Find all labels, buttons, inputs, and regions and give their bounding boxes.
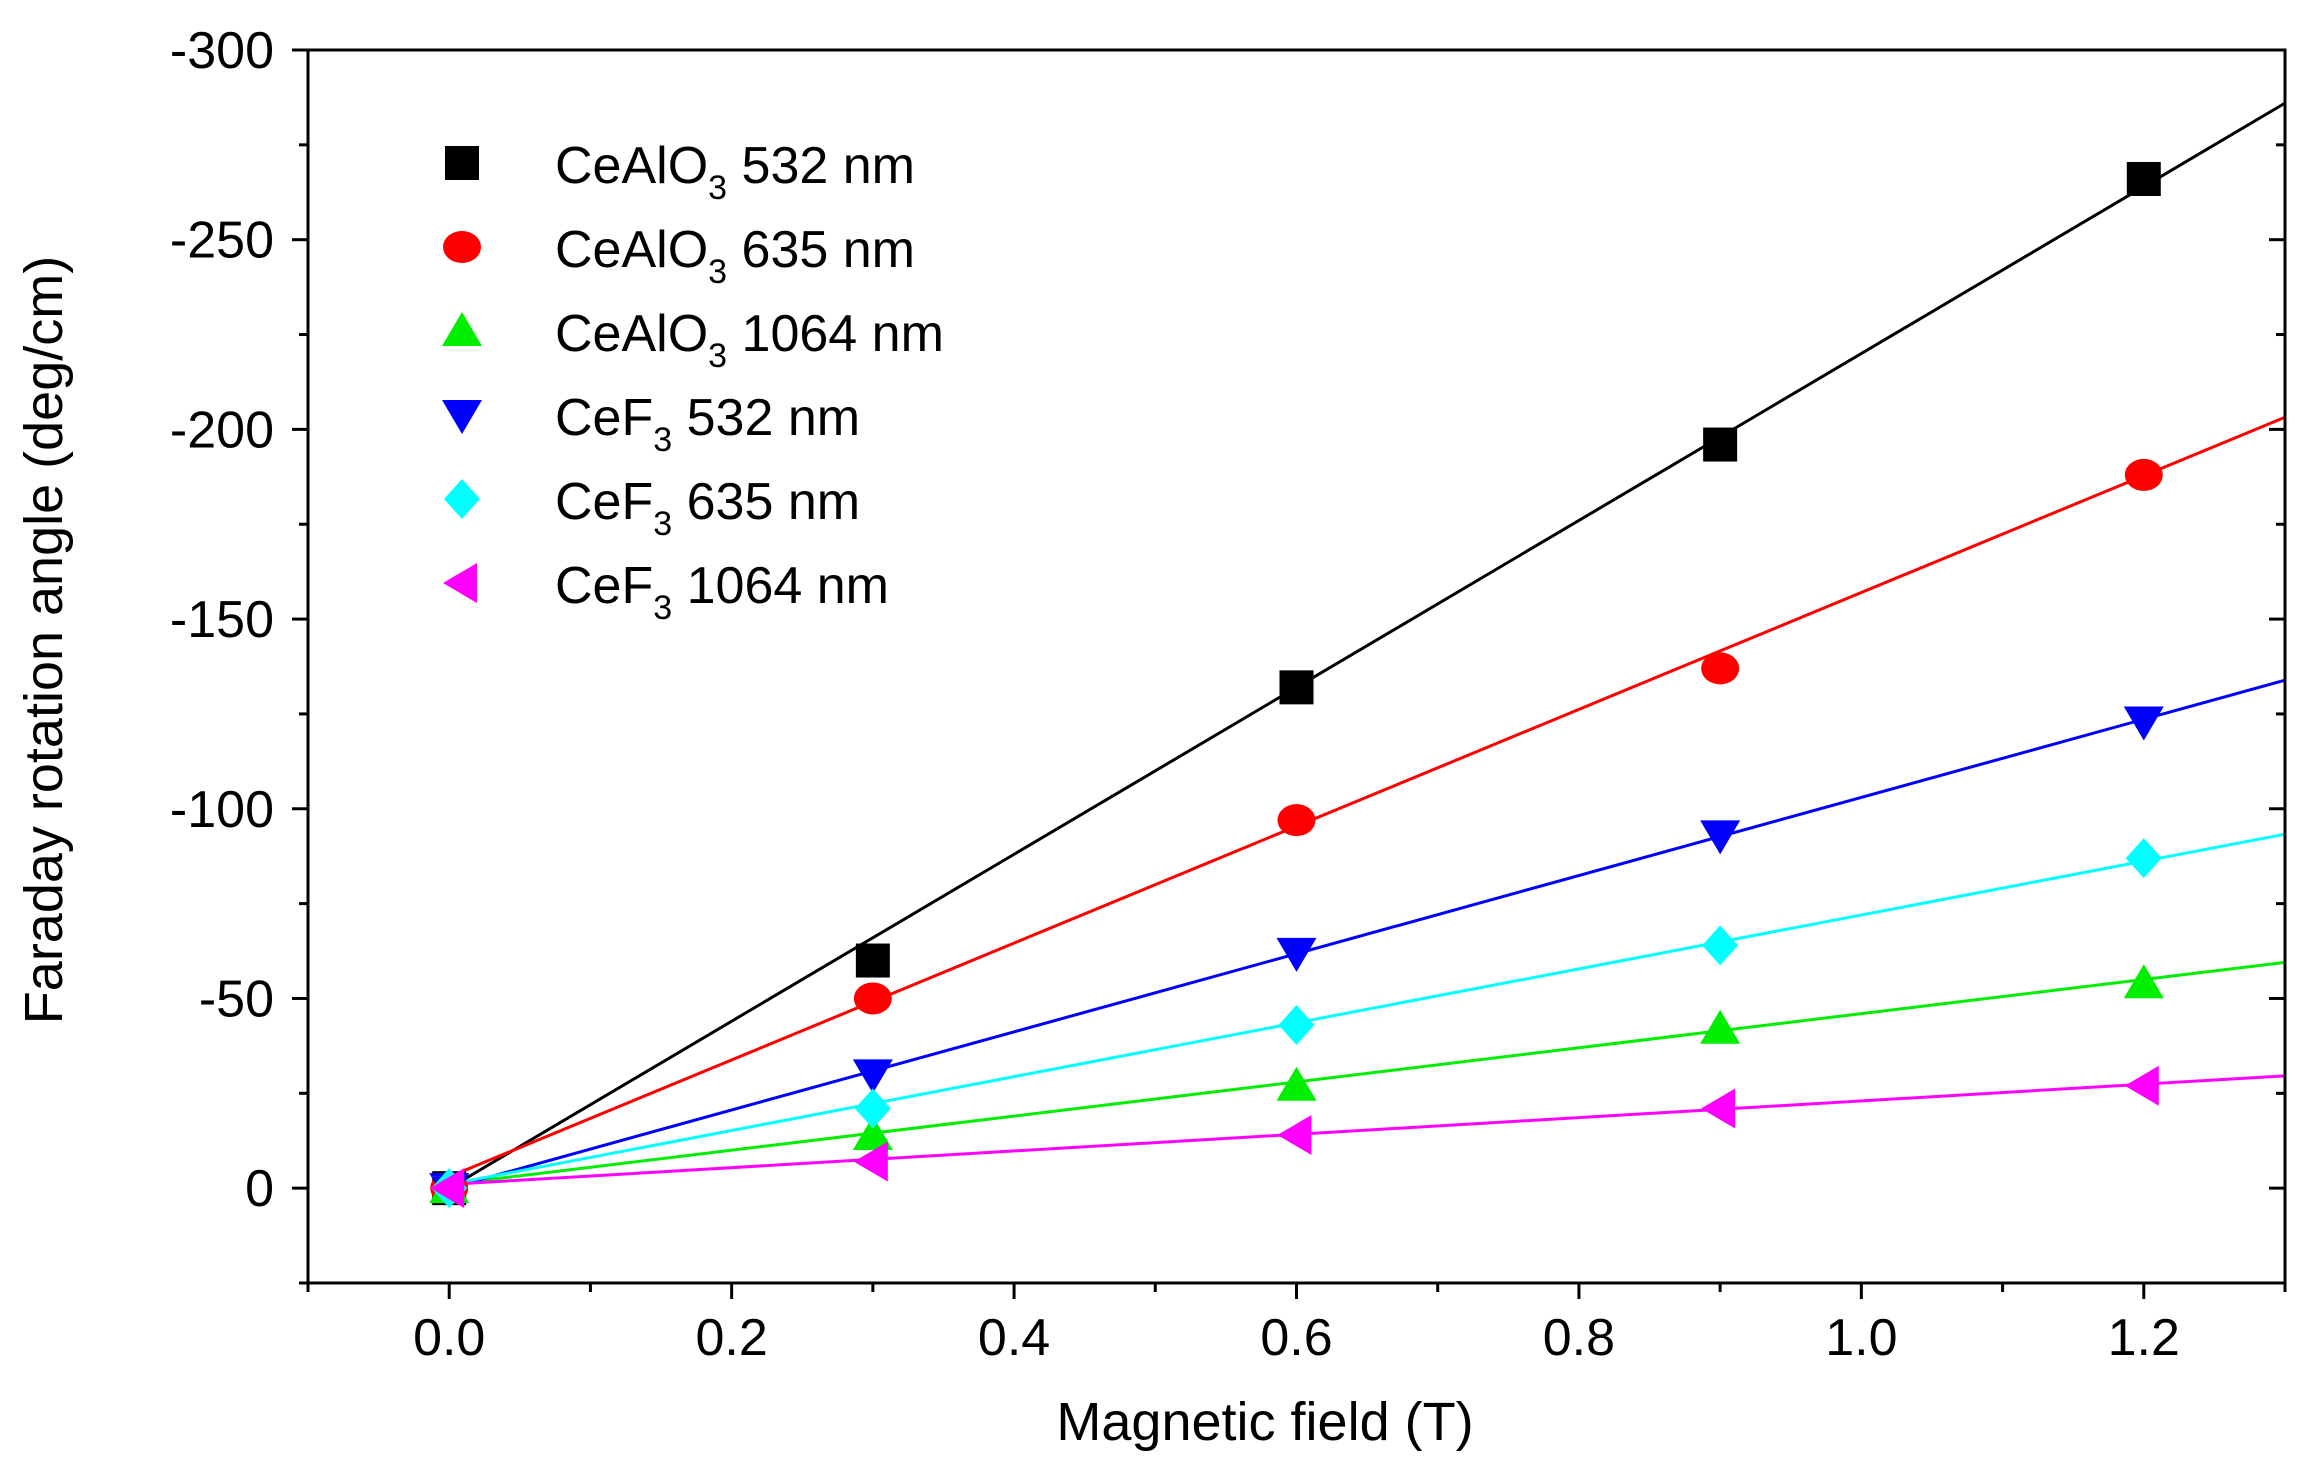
x-tick-label: 0.6	[1260, 1309, 1332, 1367]
legend-marker	[443, 231, 481, 263]
y-tick-label: -250	[170, 212, 274, 270]
legend-label-subscript: 3	[708, 253, 727, 291]
y-tick-label: 0	[245, 1160, 274, 1218]
x-tick-label: 0.4	[978, 1309, 1050, 1367]
data-point	[2123, 964, 2164, 999]
x-tick-label: 1.2	[2108, 1309, 2180, 1367]
legend-label: CeAlO3 1064 nm	[555, 305, 944, 375]
data-point	[1276, 1066, 1317, 1101]
data-point	[852, 1116, 893, 1151]
legend-label: CeAlO3 635 nm	[555, 221, 915, 291]
legend-label: CeF3 532 nm	[555, 389, 860, 459]
x-tick-label: 0.0	[413, 1309, 485, 1367]
legend-marker	[444, 479, 480, 519]
fit-line	[449, 1074, 2286, 1186]
y-tick-label: -150	[170, 591, 274, 649]
data-point	[852, 1059, 893, 1094]
fit-line	[448, 415, 2286, 1179]
y-tick-label: -300	[170, 22, 274, 80]
data-point	[1703, 427, 1738, 462]
axes: 0.0 0.2 0.4 0.6 0.8 1.0 1.2 -300 -250 -200 -150 -10…	[170, 22, 2287, 1367]
legend-marker	[442, 312, 482, 346]
y-axis-title: Faraday rotation angle (deg/cm)	[14, 256, 74, 1024]
data-point	[1278, 1005, 1315, 1046]
fit-lines	[448, 101, 2286, 1190]
data-point	[2125, 838, 2162, 879]
data-point	[2124, 1065, 2159, 1106]
legend-label-wavelength: 1064 nm	[727, 305, 944, 363]
y-tick-label: -50	[199, 970, 274, 1028]
data-point	[853, 982, 892, 1015]
legend-label-wavelength: 1064 nm	[672, 557, 889, 615]
data-point	[1700, 820, 1741, 855]
data-point	[855, 943, 890, 978]
data-point	[854, 1088, 891, 1129]
legend-label-main: CeAlO	[555, 137, 708, 195]
data-point	[1701, 652, 1740, 685]
data-point	[1276, 937, 1317, 972]
legend-label-wavelength: 532 nm	[727, 137, 915, 195]
legend-marker	[443, 563, 477, 603]
data-point	[1277, 804, 1316, 837]
legend-label-main: CeAlO	[555, 221, 708, 279]
legend-label: CeAlO3 532 nm	[555, 137, 915, 207]
data-point	[853, 1141, 888, 1182]
data-point	[2123, 706, 2164, 741]
x-tick-label: 1.0	[1825, 1309, 1897, 1367]
data-point	[1279, 670, 1314, 705]
x-tick-label: 0.8	[1543, 1309, 1615, 1367]
legend-marker	[445, 146, 479, 180]
legend-label: CeF3 635 nm	[555, 473, 860, 543]
legend-label-main: CeF	[555, 389, 653, 447]
data-point	[1702, 925, 1739, 966]
legend-label: CeF3 1064 nm	[555, 557, 889, 627]
y-tick-label: -200	[170, 401, 274, 459]
legend-label-subscript: 3	[708, 169, 727, 207]
legend-label-subscript: 3	[653, 505, 672, 543]
fit-line	[448, 101, 2286, 1190]
data-point	[1277, 1115, 1312, 1156]
legend-label-wavelength: 635 nm	[727, 221, 915, 279]
y-tick-label: -100	[170, 781, 274, 839]
x-tick-label: 0.2	[695, 1309, 767, 1367]
x-axis-title: Magnetic field (T)	[1056, 1392, 1473, 1452]
data-point	[1700, 1009, 1741, 1044]
legend-label-wavelength: 532 nm	[672, 389, 860, 447]
data-point	[430, 1168, 465, 1209]
legend-marker	[442, 400, 482, 434]
fit-line	[448, 832, 2286, 1186]
legend-label-subscript: 3	[708, 337, 727, 375]
data-point	[1701, 1088, 1736, 1129]
legend-label-main: CeAlO	[555, 305, 708, 363]
legend-label-subscript: 3	[653, 589, 672, 627]
data-point	[2124, 458, 2163, 491]
fit-line	[448, 678, 2286, 1190]
fit-line	[449, 960, 2286, 1186]
data-point	[2126, 161, 2161, 196]
legend-label-main: CeF	[555, 557, 653, 615]
legend-label-subscript: 3	[653, 421, 672, 459]
legend-label-main: CeF	[555, 473, 653, 531]
data-markers	[429, 161, 2164, 1209]
legend-label-wavelength: 635 nm	[672, 473, 860, 531]
